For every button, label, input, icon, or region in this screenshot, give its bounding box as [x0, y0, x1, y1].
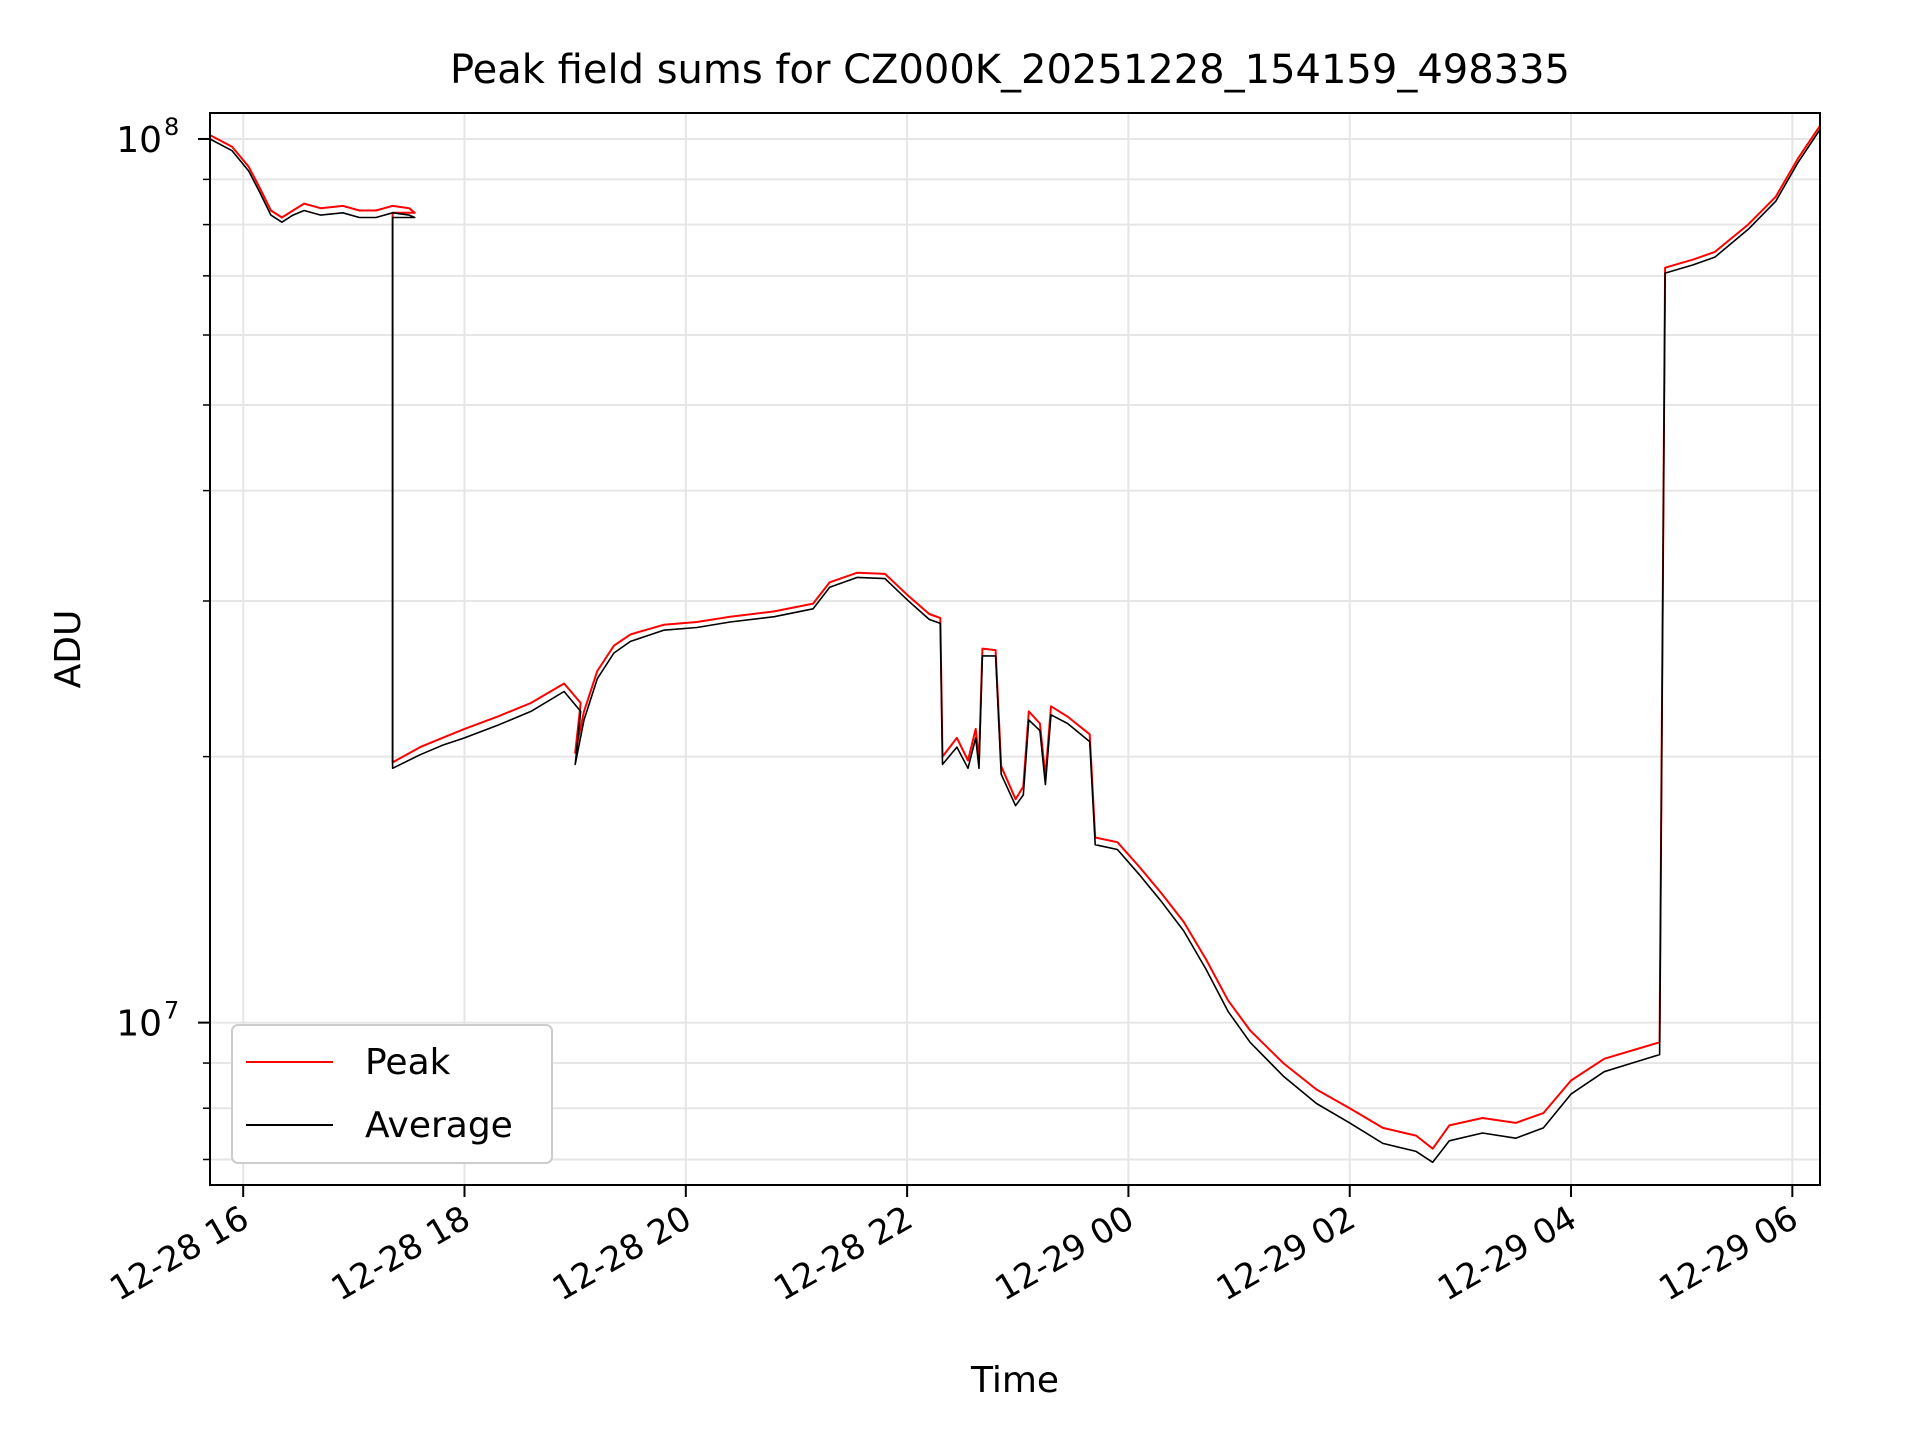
- y-axis-label: ADU: [48, 610, 89, 689]
- legend-average-label: Average: [365, 1105, 513, 1146]
- y-tick-label-exponent-0: 7: [164, 997, 179, 1025]
- legend-box: [231, 1024, 553, 1164]
- x-axis-label: Time: [970, 1360, 1059, 1401]
- y-tick-label-0: 10 7: [116, 997, 179, 1045]
- chart-title: Peak field sums for CZ000K_20251228_1541…: [450, 47, 1570, 93]
- plot-area-frame: [209, 112, 1821, 1186]
- series-line-peak: [209, 125, 1821, 1150]
- series-layer: [209, 125, 1821, 1164]
- legend-peak-label: Peak: [365, 1042, 451, 1083]
- series-line-average: [209, 129, 1821, 1164]
- y-tick-label-base-1: 10: [116, 120, 162, 161]
- legend: Peak Average: [231, 1024, 553, 1164]
- y-tick-label-1: 10 8: [116, 113, 179, 161]
- y-tick-label-base-0: 10: [116, 1004, 162, 1045]
- y-tick-label-exponent-1: 8: [164, 113, 179, 141]
